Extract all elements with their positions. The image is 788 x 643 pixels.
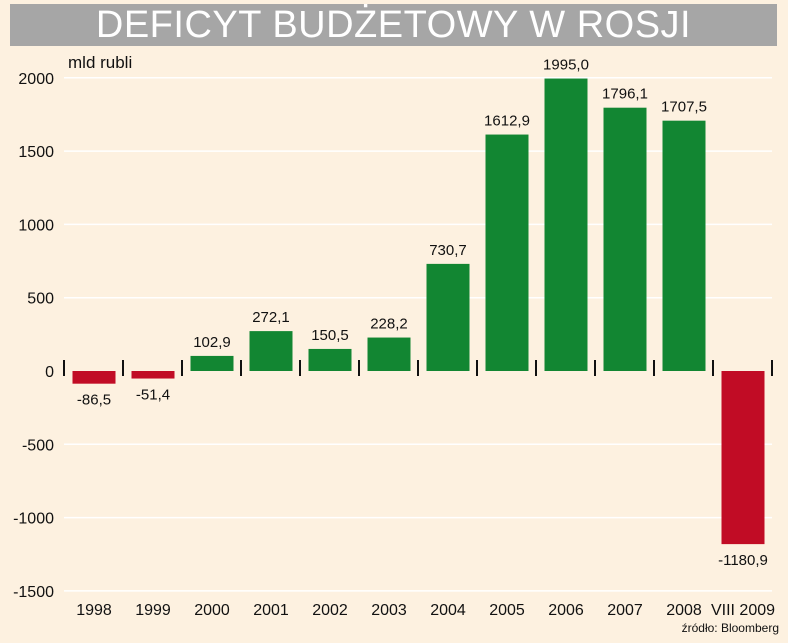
y-axis-unit-label: mld rubli — [68, 53, 132, 72]
x-tick-label: 2001 — [253, 602, 289, 619]
x-tick-label: 2007 — [607, 602, 643, 619]
y-tick-label: -1500 — [13, 584, 54, 601]
x-tick-label: 2008 — [666, 602, 702, 619]
bar-2002 — [308, 348, 352, 371]
x-tick-label: 1999 — [135, 602, 171, 619]
bar-viii-2009 — [721, 371, 765, 545]
y-tick-label: 500 — [27, 291, 54, 308]
x-tick-label: 2004 — [430, 602, 466, 619]
x-tick-label: 2002 — [312, 602, 348, 619]
source-label: źródło: Bloomberg — [682, 621, 779, 635]
bar-2001 — [249, 331, 293, 371]
x-tick-label: 1998 — [76, 602, 112, 619]
data-label: 1612,9 — [484, 113, 530, 130]
y-tick-label: -500 — [22, 437, 54, 454]
y-tick-label: 2000 — [18, 71, 54, 88]
data-label: 272,1 — [252, 309, 290, 326]
data-label: 228,2 — [370, 316, 408, 333]
bar-2008 — [662, 120, 706, 371]
data-label: 730,7 — [429, 242, 467, 259]
data-label: 1707,5 — [661, 99, 707, 116]
bar-1998 — [72, 371, 116, 384]
y-tick-label: 1500 — [18, 144, 54, 161]
title-bar: DEFICYT BUDŻETOWY W ROSJI — [10, 4, 777, 46]
data-label: 1995,0 — [543, 57, 589, 74]
bar-2007 — [603, 107, 647, 371]
bar-2004 — [426, 263, 470, 371]
bar-2006 — [544, 78, 588, 372]
grid-lines — [64, 77, 772, 592]
bar-2005 — [485, 134, 529, 371]
data-label: -86,5 — [77, 392, 111, 409]
bar-2003 — [367, 337, 411, 371]
data-label: -51,4 — [136, 387, 170, 404]
bars — [72, 78, 765, 545]
data-label: -1180,9 — [718, 552, 768, 569]
y-tick-label: -1000 — [13, 511, 54, 528]
data-label: 1796,1 — [602, 86, 648, 103]
x-axis-ticks: 1998 1999 2000 2001 2002 2003 2004 2005 2006 2007… — [63, 360, 775, 619]
x-tick-label: VIII 2009 — [711, 602, 775, 619]
data-labels: -86,5 -51,4 102,9 272,1 150,5 228,2 730,7 1612,… — [77, 57, 768, 570]
data-label: 150,5 — [311, 327, 349, 344]
chart-title: DEFICYT BUDŻETOWY W ROSJI — [95, 3, 692, 46]
x-tick-label: 2005 — [489, 602, 525, 619]
x-tick-label: 2000 — [194, 602, 230, 619]
bar-1999 — [131, 371, 175, 379]
x-tick-label: 2006 — [548, 602, 584, 619]
y-tick-label: 1000 — [18, 217, 54, 234]
data-label: 102,9 — [193, 334, 231, 351]
x-tick-label: 2003 — [371, 602, 407, 619]
bar-2000 — [190, 355, 234, 371]
y-axis-ticks: 2000 1500 1000 500 0 -500 -1000 -1500 — [13, 71, 54, 601]
y-tick-label: 0 — [45, 364, 54, 381]
